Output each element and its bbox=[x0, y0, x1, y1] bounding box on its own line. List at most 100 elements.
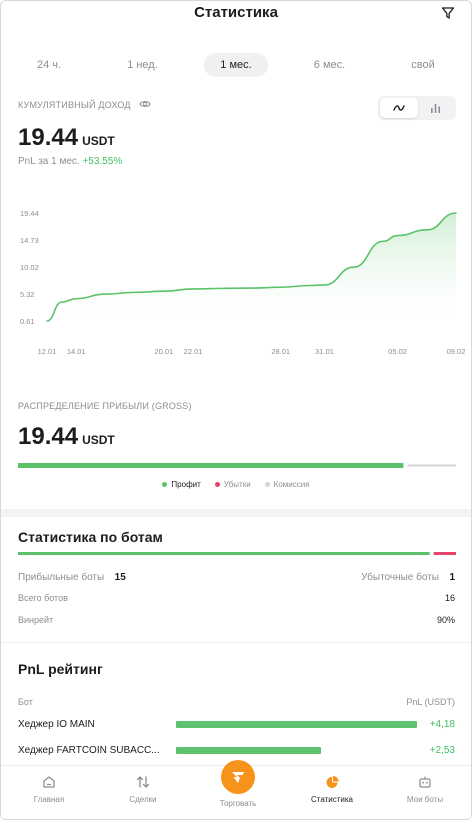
distribution-value: 19.44 USDT bbox=[18, 423, 115, 451]
profitable-bots-value: 15 bbox=[114, 572, 126, 583]
losing-bots-segment bbox=[433, 552, 456, 555]
rating-row[interactable]: Хеджер IO MAIN +4,18 bbox=[18, 717, 455, 731]
col-pnl-header: PnL (USDT) bbox=[406, 697, 455, 707]
bots-ratio-bar bbox=[18, 552, 456, 555]
y-tick-label: 0.61 bbox=[20, 317, 35, 326]
distribution-amount: 19.44 bbox=[18, 423, 79, 450]
legend-loss: Убытки bbox=[214, 480, 251, 489]
nav-my-bots[interactable]: Мои боты bbox=[390, 774, 460, 804]
nav-home-label: Главная bbox=[33, 795, 65, 804]
legend-commission-label: Комиссия bbox=[273, 480, 310, 489]
home-icon bbox=[43, 776, 55, 788]
legend-profit-label: Профит bbox=[171, 480, 201, 489]
rating-bar bbox=[176, 720, 417, 728]
bot-icon bbox=[419, 776, 431, 788]
chart-type-toggle bbox=[378, 96, 456, 120]
winrate-label: Винрейт bbox=[18, 615, 54, 625]
tab-1w[interactable]: 1 нед. bbox=[127, 59, 158, 71]
pnl-percent: +53.55% bbox=[82, 156, 123, 167]
bottom-nav: Главная Сделки Торговать Статистика bbox=[1, 760, 471, 819]
y-tick-label: 19.44 bbox=[20, 209, 39, 218]
rating-bot-name: Хеджер FARTCOIN SUBACC... bbox=[18, 744, 160, 756]
line-chart-toggle[interactable] bbox=[380, 98, 418, 118]
nav-deals[interactable]: Сделки bbox=[108, 774, 178, 804]
pie-chart-icon bbox=[326, 776, 339, 788]
y-tick-label: 14.73 bbox=[20, 236, 39, 245]
commission-dot-icon bbox=[264, 482, 270, 487]
nav-statistics[interactable]: Статистика bbox=[297, 774, 367, 804]
x-tick-label: 05.02 bbox=[388, 347, 407, 356]
losing-bots: Убыточные боты 1 bbox=[361, 567, 455, 585]
commission-segment bbox=[407, 464, 456, 467]
x-tick-label: 20.01 bbox=[154, 347, 173, 356]
rating-bar-track bbox=[176, 720, 417, 728]
profit-dot-icon bbox=[162, 482, 168, 487]
x-tick-label: 14.01 bbox=[67, 347, 86, 356]
x-tick-label: 12.01 bbox=[38, 347, 57, 356]
pnl-rating-header: Бот PnL (USDT) bbox=[18, 697, 455, 707]
bots-count-row: Прибыльные боты 15 Убыточные боты 1 bbox=[18, 567, 455, 585]
profitable-bots: Прибыльные боты 15 bbox=[18, 567, 126, 585]
line-chart-icon bbox=[393, 105, 405, 111]
y-tick-label: 10.02 bbox=[20, 263, 39, 272]
cumulative-value: 19.44 USDT bbox=[18, 124, 115, 152]
cumulative-income-chart: 19.44 14.73 10.02 5.32 0.61 12.01 14.01 20.01 2… bbox=[20, 209, 466, 356]
nav-deals-label: Сделки bbox=[129, 795, 157, 804]
nav-my-bots-label: Мои боты bbox=[406, 795, 444, 804]
eye-icon[interactable] bbox=[139, 99, 151, 109]
rating-bar-track bbox=[176, 746, 417, 754]
rating-pnl-value: +2,53 bbox=[429, 744, 455, 756]
bar-chart-toggle[interactable] bbox=[416, 98, 454, 118]
nav-trade[interactable]: Торговать bbox=[203, 799, 273, 808]
x-tick-label: 22.01 bbox=[184, 347, 203, 356]
losing-bots-label: Убыточные боты bbox=[361, 572, 439, 583]
nav-trade-label: Торговать bbox=[219, 799, 257, 808]
cumulative-unit: USDT bbox=[82, 134, 115, 148]
total-bots-label: Всего ботов bbox=[18, 593, 68, 603]
pnl-period-label: PnL за 1 мес. bbox=[18, 156, 80, 167]
tab-1m[interactable]: 1 мес. bbox=[204, 53, 268, 77]
pnl-line: PnL за 1 мес. +53.55% bbox=[18, 156, 122, 167]
legend-profit: Профит bbox=[162, 480, 201, 489]
winrate-value: 90% bbox=[436, 615, 455, 625]
bots-stats-title: Статистика по ботам bbox=[18, 529, 163, 545]
x-tick-label: 31.01 bbox=[315, 347, 334, 356]
arrows-updown-icon bbox=[136, 776, 150, 788]
winrate-row: Винрейт 90% bbox=[18, 615, 455, 625]
page-title: Статистика bbox=[194, 4, 278, 21]
distribution-label: РАСПРЕДЕЛЕНИЕ ПРИБЫЛИ (GROSS) bbox=[18, 401, 192, 411]
x-tick-label: 28.01 bbox=[271, 347, 290, 356]
total-bots-row: Всего ботов 16 bbox=[18, 593, 455, 603]
total-bots-value: 16 bbox=[444, 593, 455, 603]
profit-distribution-bar bbox=[18, 463, 456, 468]
legend-loss-label: Убытки bbox=[223, 480, 251, 489]
rating-row[interactable]: Хеджер FARTCOIN SUBACC... +2,53 bbox=[18, 743, 455, 757]
rating-pnl-value: +4,18 bbox=[429, 718, 455, 730]
x-tick-label: 09.02 bbox=[447, 347, 466, 356]
loss-dot-icon bbox=[214, 482, 220, 487]
tab-custom[interactable]: свой bbox=[411, 59, 435, 71]
bar-chart-icon bbox=[430, 103, 440, 113]
nav-home[interactable]: Главная bbox=[14, 774, 84, 804]
section-divider bbox=[1, 509, 471, 517]
header: Статистика bbox=[1, 1, 471, 27]
tab-24h[interactable]: 24 ч. bbox=[36, 59, 62, 71]
cumulative-amount: 19.44 bbox=[18, 124, 79, 151]
cumulative-label: КУМУЛЯТИВНЫЙ ДОХОД bbox=[18, 100, 131, 110]
losing-bots-value: 1 bbox=[449, 572, 455, 583]
trade-button[interactable] bbox=[221, 760, 255, 794]
profitable-bots-segment bbox=[18, 552, 430, 555]
filter-icon[interactable] bbox=[441, 6, 455, 20]
profit-segment bbox=[18, 463, 404, 468]
distribution-legend: Профит Убытки Комиссия bbox=[1, 480, 471, 489]
tab-6m[interactable]: 6 мес. bbox=[313, 59, 346, 71]
section-divider-line bbox=[1, 642, 471, 643]
distribution-unit: USDT bbox=[82, 433, 115, 447]
trade-logo-icon bbox=[232, 772, 244, 783]
rating-bar bbox=[176, 746, 321, 754]
pnl-rating-title: PnL рейтинг bbox=[18, 661, 103, 677]
profitable-bots-label: Прибыльные боты bbox=[18, 572, 105, 583]
chart-line bbox=[46, 212, 457, 322]
y-tick-label: 5.32 bbox=[20, 290, 35, 299]
